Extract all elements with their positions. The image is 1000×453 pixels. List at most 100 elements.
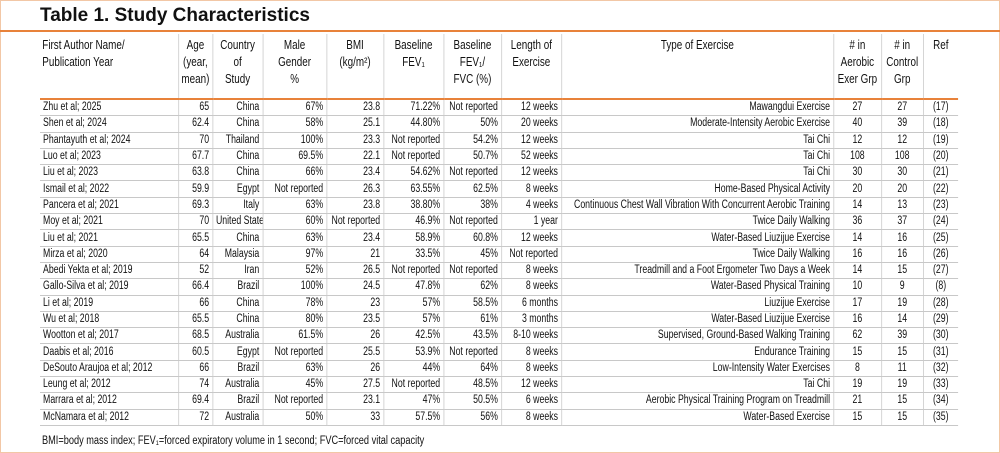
table-cell: Wootton et al; 2017 — [40, 327, 179, 345]
table-cell: Not reported — [262, 343, 327, 361]
table-cell: 17 — [833, 295, 882, 312]
table-cell: Not reported — [383, 262, 444, 280]
table-cell: 14 — [833, 229, 882, 247]
table-cell: Moderate-Intensity Aerobic Exercise — [561, 115, 834, 133]
table-cell: 19 — [833, 376, 882, 394]
table-cell: Tai Chi — [561, 148, 834, 166]
table-cell: 23 — [326, 295, 384, 312]
table-cell: 39 — [881, 327, 924, 345]
table-cell: Not reported — [383, 376, 444, 394]
study-table: First Author Name/Publication Year Age (ye… — [40, 34, 959, 426]
table-cell: 44.80% — [383, 115, 444, 133]
table-cell: China — [212, 229, 264, 247]
table-cell: 97% — [262, 246, 327, 263]
table-cell: 6 months — [501, 295, 562, 312]
table-row: Abedi Yekta et al; 2019 52 Iran 52% 26.5 Not … — [40, 262, 959, 280]
table-cell: (18) — [923, 115, 959, 133]
table-cell: Water-Based Exercise — [561, 409, 834, 426]
table-cell: Egypt — [212, 180, 264, 198]
table-cell: 39 — [881, 115, 924, 133]
table-cell: 52% — [262, 262, 327, 280]
table-cell: 65 — [178, 99, 213, 117]
table-cell: 69.3 — [178, 197, 213, 215]
table-cell: 61.5% — [262, 327, 327, 345]
table-cell: Leung et al; 2012 — [40, 376, 179, 394]
table-cell: 26 — [326, 327, 384, 345]
table-cell: Brazil — [212, 360, 264, 378]
table-cell: (25) — [923, 229, 959, 247]
table-cell: 8 weeks — [501, 409, 562, 426]
table-cell: Not reported — [501, 246, 562, 263]
table-cell: 69.4 — [178, 392, 213, 410]
header-line: Exercise — [512, 54, 551, 69]
table-cell: 12 weeks — [501, 132, 562, 149]
table-cell: 50% — [443, 115, 502, 133]
table-cell: 66 — [178, 295, 213, 312]
table-cell: 47.8% — [383, 278, 444, 296]
table-cell: 100% — [262, 278, 327, 296]
table-cell: 33 — [326, 409, 384, 426]
table-cell: Mirza et al; 2020 — [40, 246, 179, 263]
table-cell: 38.80% — [383, 197, 444, 215]
table-cell: Brazil — [212, 392, 264, 410]
table-cell: 58% — [262, 115, 327, 133]
column-header: Ref — [923, 34, 959, 100]
header-line: BMI — [346, 37, 364, 52]
table-cell: 27.5 — [326, 376, 384, 394]
table-cell: 58.5% — [443, 295, 502, 312]
table-cell: 60.8% — [443, 229, 502, 247]
table-cell: Not reported — [383, 148, 444, 166]
header-line: FEV₁/ — [459, 54, 486, 69]
table-cell: 45% — [443, 246, 502, 263]
header-line: Type of Exercise — [660, 37, 734, 52]
table-cell: 45% — [262, 376, 327, 394]
table-cell: 62 — [833, 327, 882, 345]
column-header: Type of Exercise — [561, 34, 834, 100]
table-row: Liu et al; 2021 65.5 China 63% 23.4 58.9% 60.8… — [40, 229, 959, 247]
column-header: Male Gender% — [262, 34, 327, 100]
table-cell: 56% — [443, 409, 502, 426]
table-cell: 15 — [881, 409, 924, 426]
header-line: (kg/m²) — [339, 54, 371, 69]
table-cell: 19 — [881, 295, 924, 312]
table-cell: 71.22% — [383, 99, 444, 117]
table-cell: 8 weeks — [501, 360, 562, 378]
table-cell: (20) — [923, 148, 959, 166]
table-cell: 66 — [178, 360, 213, 378]
table-cell: 6 weeks — [501, 392, 562, 410]
table-cell: 47% — [383, 392, 444, 410]
table-cell: Not reported — [443, 99, 502, 117]
table-cell: Low-Intensity Water Exercises — [561, 360, 834, 378]
table-cell: 48.5% — [443, 376, 502, 394]
table-cell: 12 weeks — [501, 164, 562, 182]
table-cell: 23.5 — [326, 311, 384, 329]
table-cell: (29) — [923, 311, 959, 329]
table-cell: 70 — [178, 132, 213, 149]
table-cell: 8 weeks — [501, 343, 562, 361]
table-cell: Water-Based Physical Training — [561, 278, 834, 296]
table-cell: 26.3 — [326, 180, 384, 198]
table-cell: 64% — [443, 360, 502, 378]
table-cell: 15 — [881, 343, 924, 361]
title-rule — [0, 30, 1000, 32]
table-cell: 15 — [881, 392, 924, 410]
table-cell: 37 — [881, 213, 924, 231]
table-cell: 108 — [833, 148, 882, 166]
table-cell: Liu et al; 2023 — [40, 164, 179, 182]
table-cell: 50.5% — [443, 392, 502, 410]
table-cell: (22) — [923, 180, 959, 198]
table-cell: (8) — [923, 278, 959, 296]
table-cell: Pancera et al; 2021 — [40, 197, 179, 215]
table-cell: 20 — [833, 180, 882, 198]
table-cell: 46.9% — [383, 213, 444, 231]
table-cell: 59.9 — [178, 180, 213, 198]
table-cell: Tai Chi — [561, 164, 834, 182]
table-cell: 26 — [326, 360, 384, 378]
table-cell: Phantayuth et al; 2024 — [40, 132, 179, 149]
table-cell: 52 weeks — [501, 148, 562, 166]
table-cell: Iran — [212, 262, 264, 280]
table-cell: 12 — [881, 132, 924, 149]
table-cell: 25.1 — [326, 115, 384, 133]
table-cell: 23.8 — [326, 197, 384, 215]
